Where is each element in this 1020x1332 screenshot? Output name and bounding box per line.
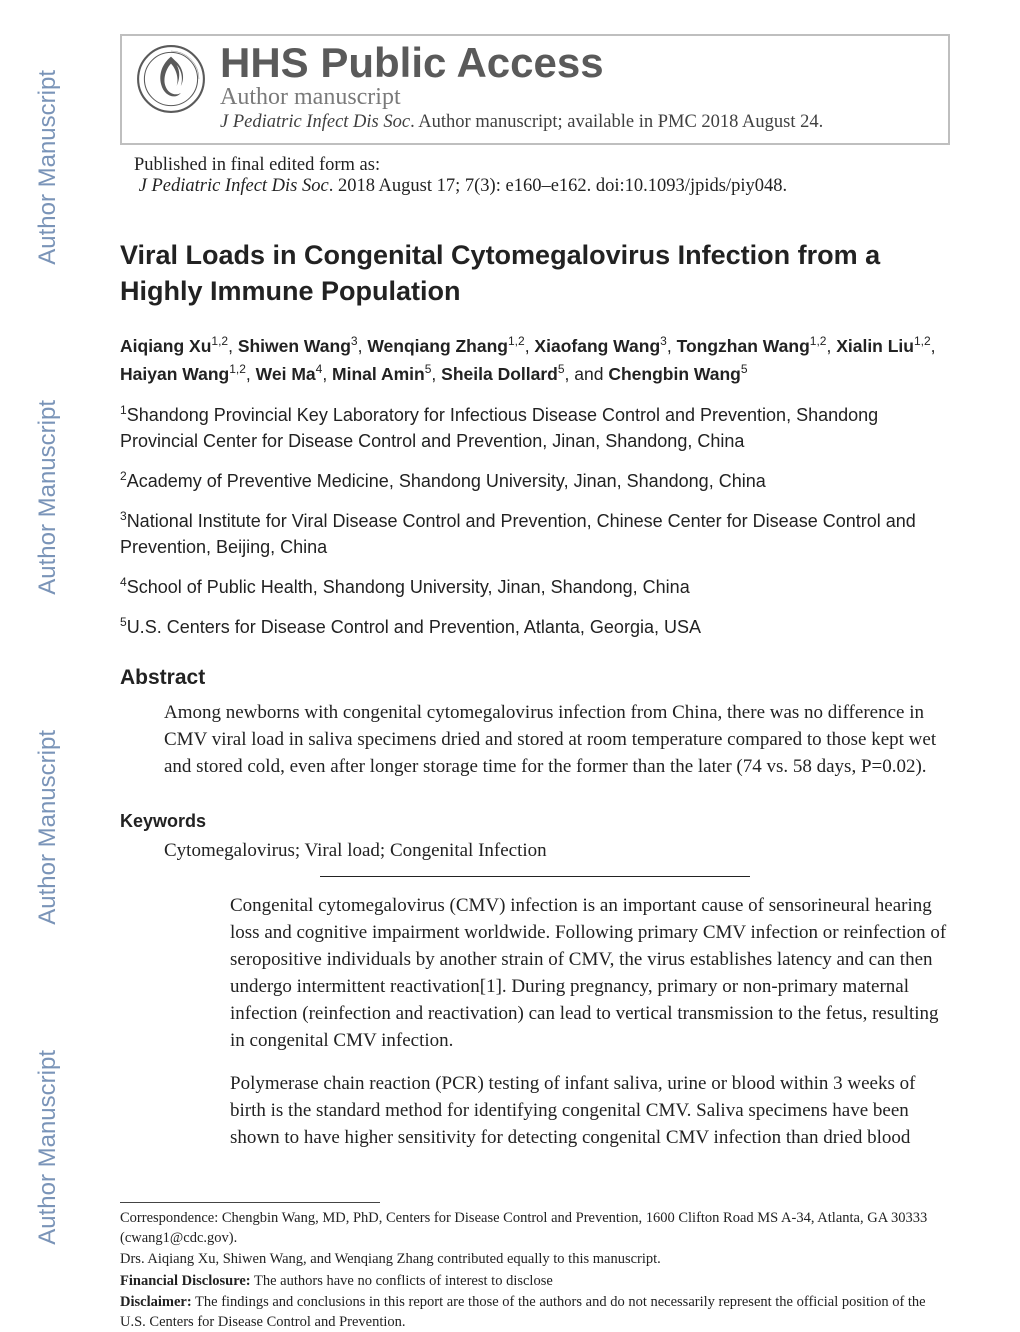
contribution-note: Drs. Aiqiang Xu, Shiwen Wang, and Wenqia…	[120, 1250, 950, 1270]
abstract-heading: Abstract	[120, 666, 950, 690]
correspondence-note: Correspondence: Chengbin Wang, MD, PhD, …	[120, 1209, 950, 1248]
footnotes: Correspondence: Chengbin Wang, MD, PhD, …	[120, 1209, 950, 1332]
affiliation-item: 1Shandong Provincial Key Laboratory for …	[120, 402, 950, 454]
affiliations-list: 1Shandong Provincial Key Laboratory for …	[120, 402, 950, 641]
watermark-strip: Author Manuscript Author Manuscript Auth…	[28, 0, 68, 1320]
header-box: HHS Public Access Author manuscript J Pe…	[120, 34, 950, 145]
affiliation-item: 2Academy of Preventive Medicine, Shandon…	[120, 468, 950, 494]
watermark-text: Author Manuscript	[34, 400, 62, 595]
watermark-text: Author Manuscript	[34, 70, 62, 265]
section-separator	[320, 876, 750, 877]
page-content: HHS Public Access Author manuscript J Pe…	[120, 34, 950, 1332]
disclaimer-note: Disclaimer: The findings and conclusions…	[120, 1293, 950, 1332]
publication-info: Published in final edited form as: J Ped…	[120, 151, 950, 199]
affiliation-item: 5U.S. Centers for Disease Control and Pr…	[120, 614, 950, 640]
hhs-logo-icon	[136, 44, 206, 114]
authors-list: Aiqiang Xu1,2, Shiwen Wang3, Wenqiang Zh…	[120, 332, 950, 388]
body-paragraph: Polymerase chain reaction (PCR) testing …	[230, 1071, 950, 1152]
hhs-title: HHS Public Access	[220, 42, 934, 84]
body-paragraph: Congenital cytomegalovirus (CMV) infecti…	[230, 893, 950, 1055]
abstract-text: Among newborns with congenital cytomegal…	[164, 700, 950, 781]
watermark-text: Author Manuscript	[34, 730, 62, 925]
affiliation-item: 4School of Public Health, Shandong Unive…	[120, 574, 950, 600]
author-manuscript-label: Author manuscript	[220, 84, 934, 111]
article-title: Viral Loads in Congenital Cytomegaloviru…	[120, 237, 950, 310]
keywords-heading: Keywords	[120, 811, 950, 832]
affiliation-item: 3National Institute for Viral Disease Co…	[120, 508, 950, 560]
journal-availability-line: J Pediatric Infect Dis Soc. Author manus…	[220, 112, 934, 133]
watermark-text: Author Manuscript	[34, 1050, 62, 1245]
keywords-text: Cytomegalovirus; Viral load; Congenital …	[164, 840, 950, 862]
financial-disclosure: Financial Disclosure: The authors have n…	[120, 1272, 950, 1292]
footnote-separator	[120, 1202, 380, 1203]
